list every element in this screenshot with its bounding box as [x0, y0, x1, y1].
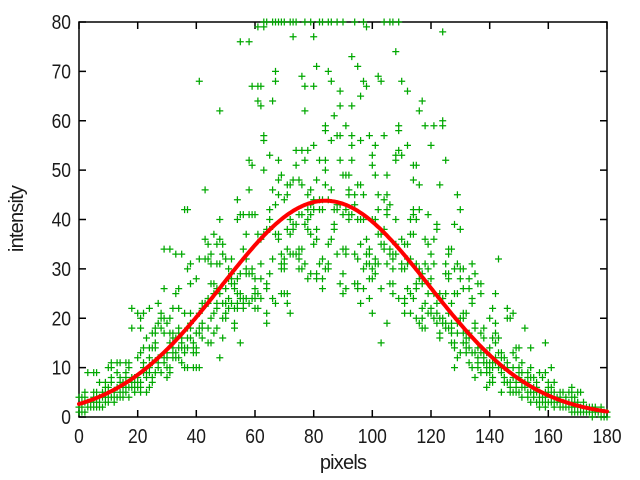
fit-curve [77, 198, 609, 414]
y-axis-title: intensity [6, 185, 28, 252]
svg-text:60: 60 [52, 111, 71, 133]
svg-text:40: 40 [52, 210, 71, 232]
svg-text:20: 20 [128, 426, 147, 448]
svg-text:30: 30 [52, 259, 71, 281]
scatter-series [75, 18, 611, 421]
svg-text:160: 160 [534, 426, 563, 448]
svg-text:60: 60 [245, 426, 264, 448]
svg-text:0: 0 [61, 407, 71, 429]
svg-text:180: 180 [592, 426, 621, 448]
x-tick-labels: 0 20 40 60 80 100 120 140 160 180 [74, 426, 621, 448]
svg-text:80: 80 [52, 12, 71, 34]
svg-text:20: 20 [52, 308, 71, 330]
svg-text:100: 100 [358, 426, 387, 448]
svg-text:10: 10 [52, 358, 71, 380]
svg-text:80: 80 [304, 426, 323, 448]
svg-text:120: 120 [416, 426, 445, 448]
svg-text:0: 0 [74, 426, 84, 448]
x-axis-title: pixels [320, 452, 367, 474]
svg-text:70: 70 [52, 61, 71, 83]
svg-text:140: 140 [475, 426, 504, 448]
svg-text:50: 50 [52, 160, 71, 182]
y-tick-labels: 0 10 20 30 40 50 60 70 80 [52, 12, 71, 429]
svg-text:40: 40 [187, 426, 206, 448]
